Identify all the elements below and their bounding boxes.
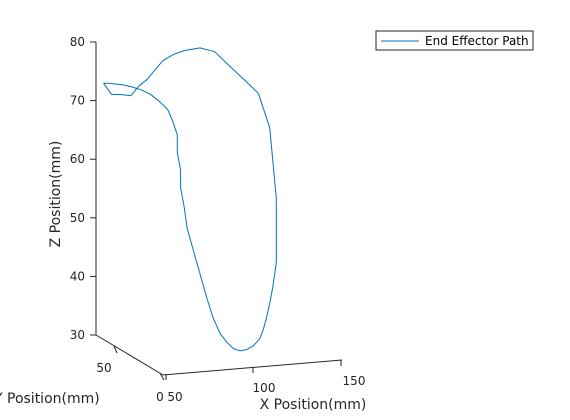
x-axis-label: X Position(mm) — [260, 397, 367, 413]
y-tick-label-50: 50 — [96, 361, 111, 375]
z-tick-label-30: 30 — [70, 328, 85, 342]
z-tick-label-70: 70 — [70, 94, 85, 108]
x-tick-label-100: 100 — [253, 381, 276, 395]
y-axis: 50 0 Y Position(mm) — [0, 334, 165, 407]
y-tick-label-0: 0 — [156, 390, 164, 404]
legend-entry-label: End Effector Path — [425, 34, 529, 48]
z-tick-label-60: 60 — [70, 152, 85, 166]
y-axis-line — [95, 334, 164, 376]
z-tick-label-50: 50 — [70, 211, 85, 225]
legend-box — [375, 30, 534, 51]
z-axis-label: Z Position(mm) — [48, 141, 64, 248]
y-tick-mark-50 — [113, 345, 118, 354]
x-axis: 50 100 150 X Position(mm) — [162, 359, 367, 413]
y-axis-label: Y Position(mm) — [0, 391, 100, 407]
x-tick-label-150: 150 — [343, 374, 366, 388]
x-tick-label-50: 50 — [167, 390, 182, 404]
z-axis-ticks: 30 40 50 60 70 80 — [70, 35, 96, 342]
series-line-end-effector-path — [103, 47, 277, 352]
z-tick-label-80: 80 — [70, 35, 85, 49]
z-axis: 30 40 50 60 70 80 Z Position(mm) — [48, 35, 97, 342]
legend: End Effector Path — [375, 30, 534, 51]
y-tick-mark-0 — [159, 372, 165, 381]
z-tick-label-40: 40 — [70, 269, 85, 283]
